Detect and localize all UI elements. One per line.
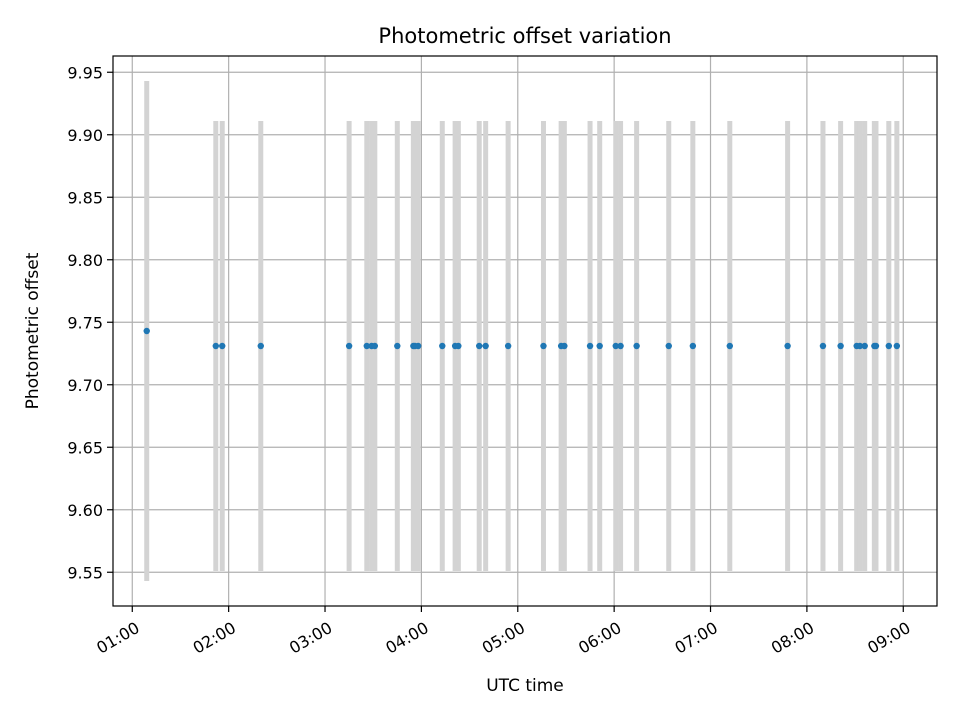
data-point (612, 342, 619, 350)
x-tick-label: 01:00 (93, 618, 142, 658)
data-point (586, 342, 594, 350)
y-axis-title: Photometric offset (23, 252, 43, 409)
grid (113, 56, 937, 606)
data-point (455, 342, 462, 350)
data-point (219, 342, 226, 350)
data-point (345, 342, 353, 350)
x-tick-label: 02:00 (190, 618, 239, 658)
x-tick-label: 09:00 (864, 618, 913, 658)
x-tick-label: 04:00 (382, 618, 431, 658)
y-tick-label: 9.75 (67, 313, 103, 332)
y-tick-label: 9.90 (67, 126, 103, 145)
data-point (861, 342, 868, 350)
x-axis-title: UTC time (486, 676, 564, 696)
data-point (439, 342, 446, 350)
data-point (872, 342, 880, 350)
y-tick-label: 9.55 (67, 563, 103, 582)
data-point (212, 342, 219, 350)
chart-title: Photometric offset variation (378, 24, 671, 48)
plot-frame (112, 55, 938, 607)
data-point (819, 342, 827, 350)
errorbars (144, 81, 900, 581)
y-tick-label: 9.80 (67, 251, 103, 270)
y-tick-label: 9.65 (67, 438, 103, 457)
data-point (482, 342, 489, 350)
data-point (633, 342, 640, 350)
data-point (394, 342, 401, 350)
data-point (665, 342, 672, 350)
x-tick-label: 07:00 (671, 618, 720, 658)
data-point (257, 342, 264, 350)
data-point (837, 342, 844, 350)
y-tick-label: 9.85 (67, 188, 103, 207)
data-point (371, 342, 379, 350)
y-tick-label: 9.95 (67, 63, 103, 82)
y-tick-label: 9.60 (67, 501, 103, 520)
y-tick-label: 9.70 (67, 376, 103, 395)
x-tick-label: 06:00 (575, 618, 624, 658)
data-point (885, 342, 893, 350)
data-point (617, 342, 624, 350)
data-point (784, 342, 791, 350)
data-point (476, 342, 483, 350)
data-point (726, 342, 733, 350)
x-tick-label: 05:00 (479, 618, 528, 658)
data-point (893, 342, 901, 350)
data-point (414, 342, 422, 350)
data-point (856, 342, 864, 350)
data-point (504, 342, 512, 350)
data-point (561, 342, 568, 350)
data-point (596, 342, 603, 350)
data-points (143, 327, 901, 350)
x-tick-label: 08:00 (768, 618, 817, 658)
data-point (143, 327, 150, 335)
data-point (540, 342, 547, 350)
data-point (363, 342, 370, 350)
x-tick-label: 03:00 (286, 618, 335, 658)
data-point (689, 342, 697, 350)
